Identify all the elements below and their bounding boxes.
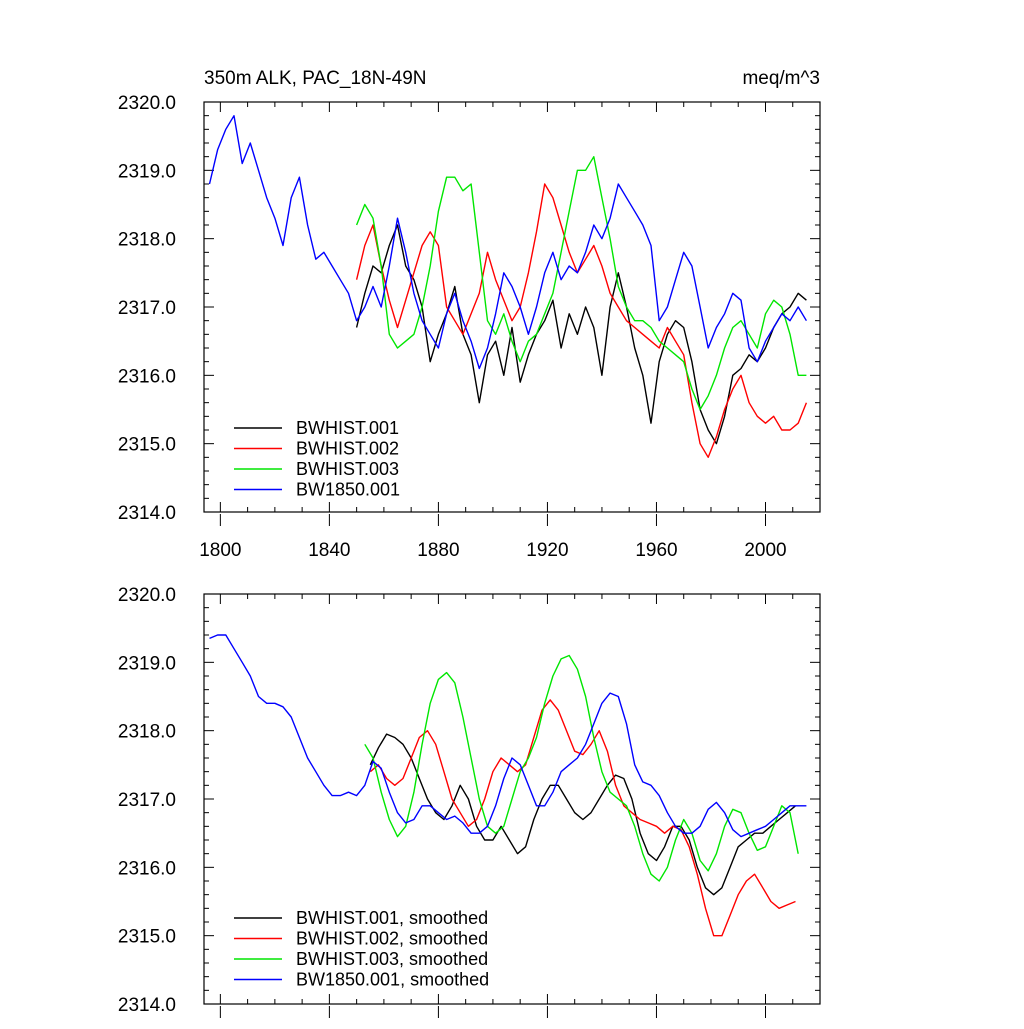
x-tick-label: 1840 [308,540,350,561]
x-tick-label: 1960 [635,540,677,561]
series-line [209,634,807,838]
series-line [369,699,796,937]
x-tick-label: 2000 [744,540,786,561]
units-label: meq/m^3 [742,68,820,89]
y-tick-label: 2314.0 [118,503,176,524]
legend-label: BWHIST.002 [296,439,399,459]
series-line [355,155,807,411]
series-line [364,654,799,882]
y-tick-label: 2314.0 [118,995,176,1016]
y-tick-label: 2319.0 [118,161,176,182]
x-tick-label: 1880 [417,540,459,561]
y-tick-label: 2315.0 [118,927,176,948]
x-tick-label: 1800 [199,540,241,561]
y-tick-label: 2317.0 [118,790,176,811]
y-tick-label: 2315.0 [118,435,176,456]
legend-label: BW1850.001, smoothed [296,970,489,990]
y-tick-label: 2318.0 [118,722,176,743]
legend-label: BWHIST.001 [296,418,399,438]
series-line [355,224,807,445]
y-tick-label: 2316.0 [118,858,176,879]
legend-label: BW1850.001 [296,480,400,500]
top-plot-marks: 2314.0 2315.0 2316.0 2317.0 2318.0 2319.0 2320… [118,93,821,561]
bottom-plot-marks: 2314.0 2315.0 2316.0 2317.0 2318.0 2319.0 2320… [118,585,821,1018]
y-tick-label: 2320.0 [118,585,176,606]
y-tick-label: 2320.0 [118,93,176,114]
y-tick-label: 2318.0 [118,230,176,251]
y-tick-label: 2316.0 [118,366,176,387]
bottom-panel: 2314.0 2315.0 2316.0 2317.0 2318.0 2319.0 2320… [118,585,821,1018]
series-line [208,114,808,370]
legend-label: BWHIST.003 [296,459,399,479]
x-tick-label: 1920 [526,540,568,561]
legend-label: BWHIST.003, smoothed [296,949,488,969]
y-tick-label: 2319.0 [118,653,176,674]
chart-title: 350m ALK, PAC_18N-49N [204,68,427,89]
legend-label: BWHIST.002, smoothed [296,929,488,949]
legend-label: BWHIST.001, smoothed [296,908,488,928]
top-panel: 350m ALK, PAC_18N-49N meq/m^3 2314.0 2315… [118,68,821,561]
series-line [369,733,796,896]
series-line [355,183,808,458]
y-tick-label: 2317.0 [118,298,176,319]
